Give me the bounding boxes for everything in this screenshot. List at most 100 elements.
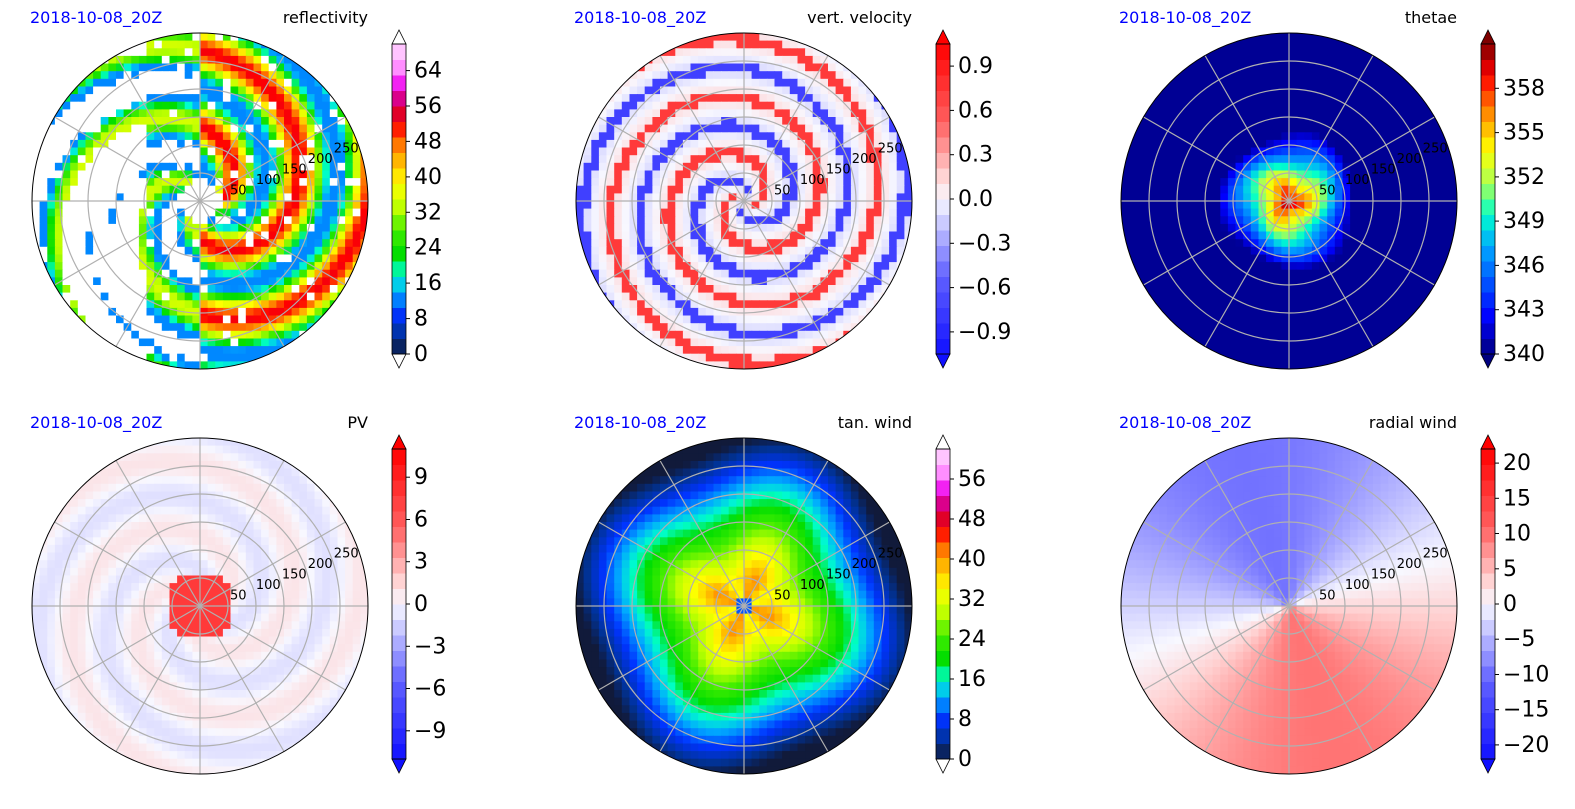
colorbar-tick-label: 343: [1503, 298, 1545, 323]
panel-time-label: 2018-10-08_20Z: [1119, 413, 1251, 432]
panel-time-label: 2018-10-08_20Z: [30, 8, 162, 27]
range-ring-label: 250: [334, 547, 359, 562]
colorbar-tick-label: 355: [1503, 121, 1545, 146]
range-ring-label: 100: [1345, 173, 1370, 188]
range-ring-label: 150: [1371, 568, 1396, 583]
colorbar: −9 −6 −3 0 3 6 9: [392, 435, 446, 773]
colorbar-tick-label: 5: [1503, 557, 1517, 582]
polar-plot: 50 100150200250 −0.9 −0.6 −0.3 0.0 0.3 0.6 0.9: [544, 0, 1069, 404]
range-ring-label: 200: [308, 152, 333, 167]
panel-2: 50 100 150 200 250 −0.9 −0.6 −0.3 0.0 0.3 0.6 0.9 20…: [544, 0, 1069, 404]
colorbar-tick-label: 32: [958, 587, 986, 612]
colorbar-tick-label: −6: [414, 677, 446, 702]
colorbar-tick-label: 56: [414, 94, 442, 119]
range-ring-label: 250: [878, 142, 903, 157]
range-ring-label: 250: [1423, 547, 1448, 562]
colorbar-tick-label: 32: [414, 200, 442, 225]
colorbar-tick-label: −0.3: [958, 231, 1011, 256]
colorbar-tick-label: 0.0: [958, 187, 993, 212]
panel-variable-title: tan. wind: [744, 413, 912, 432]
colorbar-tick-label: 358: [1503, 76, 1545, 101]
colorbar-tick-label: −15: [1503, 698, 1549, 723]
range-ring-label: 100: [800, 578, 825, 593]
colorbar-tick-label: 8: [958, 707, 972, 732]
colorbar-tick-label: −3: [414, 634, 446, 659]
colorbar-tick-label: 3: [414, 550, 428, 575]
panel-3: 50 100 150 200 250 340 343 346 349 352 355 358 2018-…: [1089, 0, 1575, 404]
range-ring-label: 250: [878, 547, 903, 562]
colorbar-tick-label: 40: [958, 547, 986, 572]
polar-plot: 50 100150200250 −20 −15 −10 −5 0 5 10 15 20: [1089, 405, 1575, 809]
panel-time-label: 2018-10-08_20Z: [30, 413, 162, 432]
polar-plot: 50 100150200250 0 8 16 24 32 40 48 56 64: [0, 0, 525, 404]
colorbar-tick-label: −20: [1503, 733, 1549, 758]
polar-plot: 50 100150200250 340 343 346 349 352 355 358: [1089, 0, 1575, 404]
range-ring-label: 200: [852, 152, 877, 167]
range-ring-label: 150: [826, 163, 851, 178]
colorbar-tick-label: 15: [1503, 486, 1531, 511]
colorbar-tick-label: 16: [414, 271, 442, 296]
colorbar-tick-label: 10: [1503, 522, 1531, 547]
panel-1: 50 100 150 200 250 0 8 16 24 32 40 48 56 64 2018-10-08…: [0, 0, 525, 404]
colorbar-tick-label: 346: [1503, 253, 1545, 278]
colorbar-tick-label: 352: [1503, 165, 1545, 190]
colorbar-tick-label: 56: [958, 467, 986, 492]
panel-4: 50 100 150 200 250 −9 −6 −3 0 3 6 9 2018-10-08_20Z PV: [0, 405, 525, 809]
colorbar-tick-label: 9: [414, 465, 428, 490]
colorbar-tick-label: 0: [958, 747, 972, 772]
range-ring-label: 50: [1319, 184, 1336, 199]
colorbar-tick-label: 0.3: [958, 143, 993, 168]
colorbar-tick-label: 0.6: [958, 98, 993, 123]
colorbar-tick-label: 40: [414, 165, 442, 190]
colorbar-tick-label: −0.6: [958, 276, 1011, 301]
range-ring-label: 200: [852, 557, 877, 572]
range-ring-label: 200: [1397, 557, 1422, 572]
colorbar-tick-label: 24: [414, 236, 442, 261]
colorbar: −20 −15 −10 −5 0 5 10 15 20: [1481, 435, 1549, 773]
range-ring-label: 250: [1423, 142, 1448, 157]
panel-6: 50 100 150 200 250 −20 −15 −10 −5 0 5 10 15 20 2018-10…: [1089, 405, 1575, 809]
range-ring-label: 50: [774, 184, 791, 199]
polar-plot: 50 100150200250 0 8 16 24 32 40 48 56: [544, 405, 1069, 809]
colorbar-tick-label: 8: [414, 307, 428, 332]
colorbar-tick-label: 20: [1503, 451, 1531, 476]
range-ring-label: 50: [1319, 589, 1336, 604]
range-ring-label: 100: [1345, 578, 1370, 593]
colorbar-tick-label: 0: [1503, 592, 1517, 617]
colorbar-tick-label: 24: [958, 627, 986, 652]
colorbar: 0 8 16 24 32 40 48 56: [936, 435, 986, 773]
range-ring-label: 200: [1397, 152, 1422, 167]
range-ring-label: 150: [826, 568, 851, 583]
range-ring-label: 200: [308, 557, 333, 572]
colorbar: −0.9 −0.6 −0.3 0.0 0.3 0.6 0.9: [936, 30, 1011, 368]
colorbar-tick-label: −9: [414, 719, 446, 744]
polar-plot: 50 100150200250 −9 −6 −3 0 3 6 9: [0, 405, 525, 809]
colorbar-tick-label: 0.9: [958, 54, 993, 79]
range-ring-label: 150: [1371, 163, 1396, 178]
panel-variable-title: PV: [200, 413, 368, 432]
range-ring-label: 50: [230, 589, 247, 604]
range-ring-label: 100: [256, 578, 281, 593]
range-ring-label: 100: [800, 173, 825, 188]
range-ring-label: 50: [774, 589, 791, 604]
range-ring-label: 150: [282, 568, 307, 583]
range-ring-label: 150: [282, 163, 307, 178]
colorbar-tick-label: −10: [1503, 663, 1549, 688]
colorbar-tick-label: 16: [958, 667, 986, 692]
colorbar-tick-label: 6: [414, 508, 428, 533]
colorbar-tick-label: 48: [414, 129, 442, 154]
panel-time-label: 2018-10-08_20Z: [1119, 8, 1251, 27]
panel-variable-title: vert. velocity: [744, 8, 912, 27]
range-ring-label: 100: [256, 173, 281, 188]
colorbar: 340343346349352355358: [1481, 30, 1545, 368]
range-ring-label: 50: [230, 184, 247, 199]
colorbar: 0 8 16 24 32 40 48 56 64: [392, 30, 442, 368]
colorbar-tick-label: −0.9: [958, 320, 1011, 345]
range-ring-label: 250: [334, 142, 359, 157]
colorbar-tick-label: 349: [1503, 209, 1545, 234]
colorbar-tick-label: 48: [958, 507, 986, 532]
colorbar-tick-label: 0: [414, 592, 428, 617]
panel-variable-title: thetae: [1289, 8, 1457, 27]
colorbar-tick-label: 64: [414, 59, 442, 84]
colorbar-tick-label: 0: [414, 342, 428, 367]
